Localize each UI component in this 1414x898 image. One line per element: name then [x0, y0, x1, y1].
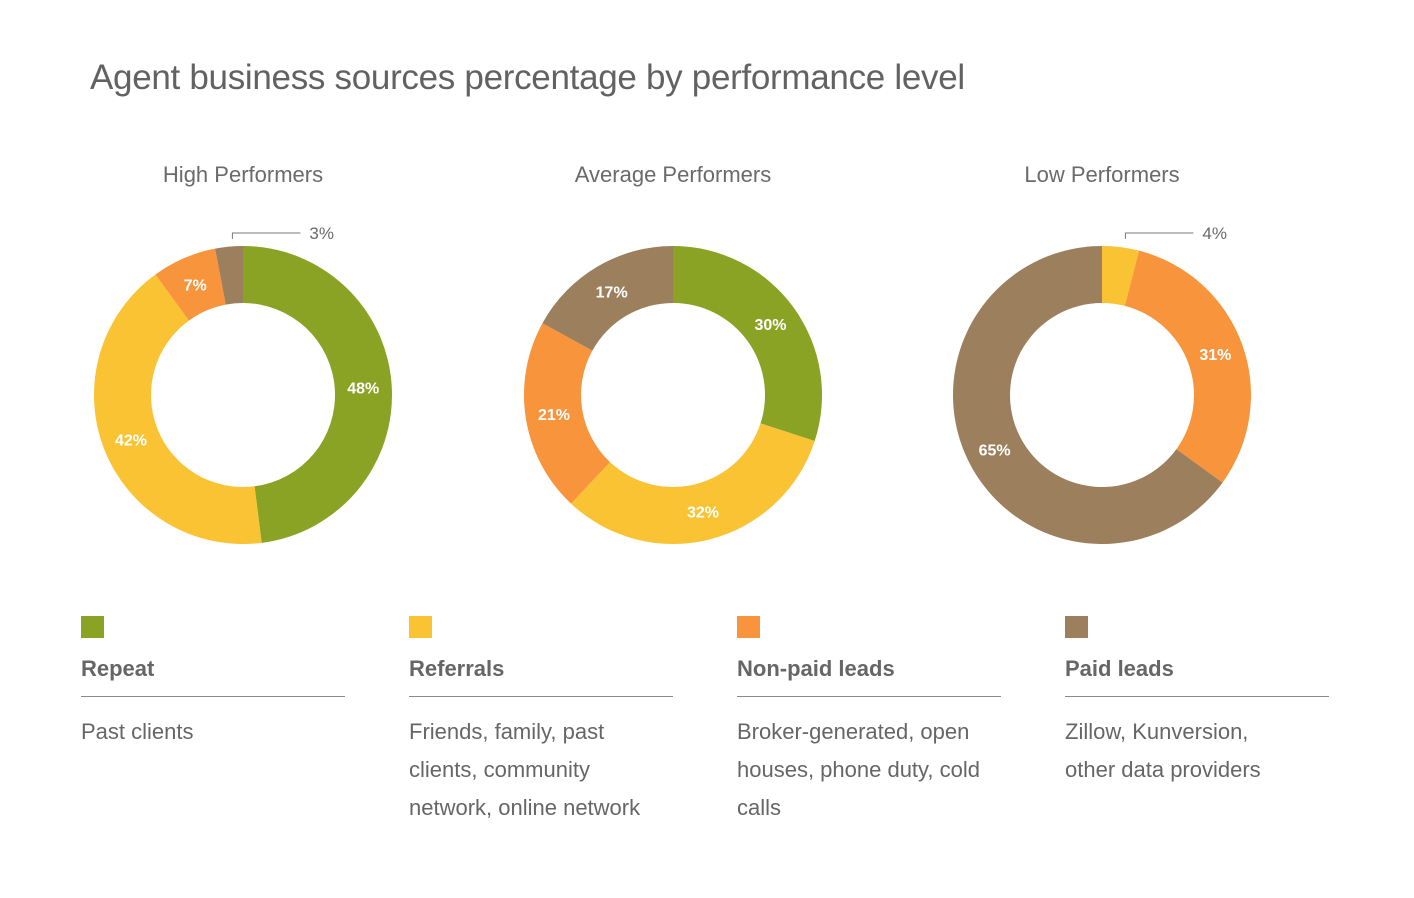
- donut-high-slice-paid: [215, 246, 243, 305]
- donut-average-slice-nonpaid: [524, 323, 611, 504]
- legend-item-repeat: Repeat Past clients: [81, 616, 345, 751]
- legend-divider: [737, 696, 1001, 697]
- donut-low-slice-referrals: [1102, 246, 1140, 306]
- donut-high-leader-line: [231, 232, 301, 239]
- legend-name: Repeat: [81, 656, 155, 681]
- legend-item-paid: Paid leads Zillow, Kunversion, other dat…: [1065, 616, 1329, 789]
- donut-high-label-paid: 3%: [309, 224, 334, 243]
- legend-divider: [1065, 696, 1329, 697]
- legend-description: Past clients: [81, 719, 194, 744]
- donut-high-label-nonpaid: 7%: [184, 277, 207, 294]
- donut-high-label-referrals: 42%: [115, 432, 147, 449]
- legend-description: Zillow, Kunversion, other data providers: [1065, 719, 1261, 782]
- donut-average-slice-referrals: [571, 423, 815, 544]
- donut-average-label-paid: 17%: [596, 284, 628, 301]
- legend-divider: [81, 696, 345, 697]
- legend-description: Broker-generated, open houses, phone dut…: [737, 719, 980, 820]
- donut-high-slice-referrals: [94, 274, 262, 544]
- legend-item-referrals: Referrals Friends, family, past clients,…: [409, 616, 673, 827]
- donut-average-label-nonpaid: 21%: [538, 407, 570, 424]
- donut-low-label-paid: 65%: [979, 443, 1011, 460]
- donut-charts: 48% 42% 7% 3% 30% 32% 21% 17% 4% 31% 65%: [94, 224, 1251, 544]
- legend-name: Referrals: [409, 656, 505, 681]
- donut-average-label-referrals: 32%: [687, 505, 719, 522]
- donut-high-slice-repeat: [243, 246, 392, 543]
- donut-low-slice-nonpaid: [1124, 250, 1251, 483]
- donut-title-high: High Performers: [162, 162, 324, 187]
- legend-name: Paid leads: [1065, 656, 1174, 681]
- legend-swatch-referrals: [409, 616, 432, 638]
- legend-divider: [409, 696, 673, 697]
- legend-item-nonpaid: Non-paid leads Broker-generated, open ho…: [737, 616, 1001, 827]
- donut-average-slice-paid: [542, 246, 673, 351]
- donut-low-label-nonpaid: 31%: [1199, 347, 1231, 364]
- donut-high-label-repeat: 48%: [347, 380, 379, 397]
- donut-low-slice-paid: [953, 246, 1223, 544]
- donut-title-average: Average Performers: [574, 162, 772, 187]
- legend-swatch-nonpaid: [737, 616, 760, 638]
- donut-average-label-repeat: 30%: [754, 317, 786, 334]
- legend-swatch-paid: [1065, 616, 1088, 638]
- legend-swatch-repeat: [81, 616, 104, 638]
- donut-title-low: Low Performers: [1024, 162, 1180, 187]
- chart-title: Agent business sources percentage by per…: [90, 58, 965, 97]
- donut-average-slice-repeat: [673, 246, 822, 442]
- donut-low-leader-line: [1124, 232, 1194, 239]
- donut-low-label-referrals: 4%: [1202, 224, 1227, 243]
- donut-high-slice-nonpaid: [155, 248, 226, 321]
- legend-name: Non-paid leads: [737, 656, 895, 681]
- legend-description: Friends, family, past clients, community…: [409, 719, 641, 820]
